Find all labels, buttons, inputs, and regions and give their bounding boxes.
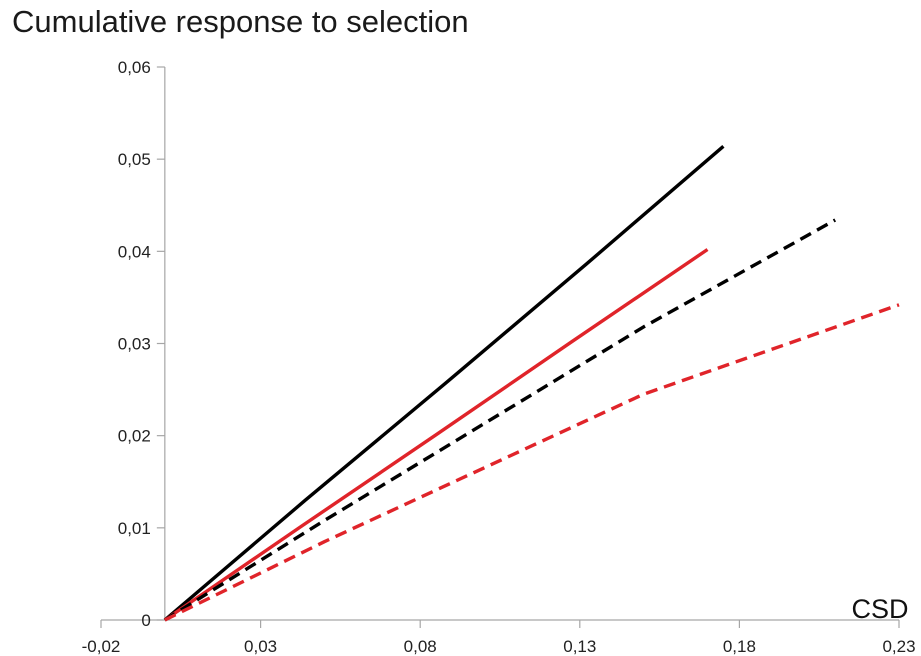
axes (100, 66, 900, 628)
x-axis-title: CSD (851, 594, 908, 624)
series-group (163, 145, 900, 622)
x-tick-label: -0,02 (82, 637, 121, 656)
y-tick-label: 0,06 (118, 58, 151, 77)
series-line-1 (163, 145, 725, 622)
x-tick-label: 0,18 (723, 637, 756, 656)
y-tick-label: 0 (141, 611, 150, 630)
tick-labels: 0 0,01 0,02 0,03 0,04 0,05 0,06 -0,02 0,03 0,08 0,… (82, 58, 916, 656)
x-tick-label: 0,13 (563, 637, 596, 656)
y-tick-label: 0,04 (118, 242, 151, 261)
y-tick-label: 0,02 (118, 427, 151, 446)
y-tick-label: 0,03 (118, 335, 151, 354)
series-line-3 (163, 218, 837, 622)
series-line-2 (163, 248, 709, 622)
x-tick-label: 0,08 (404, 637, 437, 656)
chart-title: Cumulative response to selection (12, 4, 469, 39)
x-tick-label: 0,23 (882, 637, 915, 656)
x-tick-label: 0,03 (244, 637, 277, 656)
series-line-4 (164, 303, 900, 622)
y-tick-label: 0,05 (118, 150, 151, 169)
y-tick-label: 0,01 (118, 519, 151, 538)
